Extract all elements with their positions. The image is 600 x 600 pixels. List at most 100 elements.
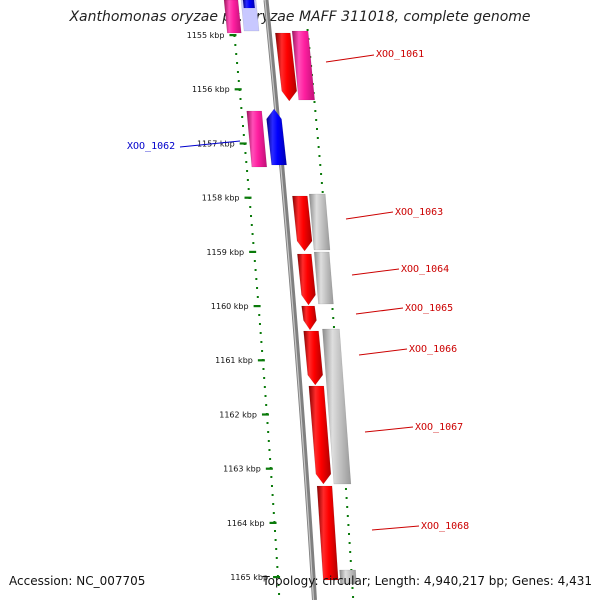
tick-mark	[253, 305, 261, 308]
track-dot	[252, 242, 255, 244]
gene-label-xoo-1063[interactable]: XOO_1063	[395, 207, 443, 218]
track-dot	[276, 566, 279, 568]
track-dot	[263, 386, 266, 388]
gene-labels[interactable]: XOO_1061 XOO_1062 XOO_1063 XOO_1064 XOO_1065…	[127, 49, 469, 532]
track-dot	[316, 137, 319, 139]
gene-label-xoo-1068[interactable]: XOO_1068	[421, 521, 469, 532]
feature-magenta[interactable]	[223, 0, 242, 34]
topology-text: Topology: circular; Length: 4,940,217 bp…	[262, 574, 592, 588]
track-dot	[320, 182, 323, 184]
gene-label-xoo-1067[interactable]: XOO_1067	[415, 422, 463, 433]
track-dot	[274, 530, 277, 532]
axis-line	[263, 0, 317, 600]
track-dot	[272, 503, 275, 505]
gene-leader-line	[345, 211, 394, 220]
gene-leader-line	[355, 307, 404, 315]
track-dot	[246, 179, 249, 181]
track-dot	[332, 317, 335, 319]
track-dot	[351, 587, 354, 589]
track-dot	[239, 98, 242, 100]
gene-label-xoo-1066[interactable]: XOO_1066	[409, 344, 457, 355]
gene-leader-line	[351, 268, 400, 276]
track-dot	[321, 191, 324, 193]
feature-gray[interactable]	[308, 193, 331, 251]
track-dot	[236, 71, 239, 73]
gene-xoo-1064[interactable]	[297, 253, 316, 306]
gene-xoo-1067[interactable]	[308, 385, 332, 485]
feature-magenta[interactable]	[246, 110, 268, 168]
track-dot	[306, 29, 309, 31]
track-dot	[278, 593, 281, 595]
feature-magenta[interactable]	[291, 30, 315, 101]
tick-label: 1160 kbp	[211, 302, 249, 311]
gene-xoo-1061[interactable]	[274, 32, 298, 102]
tick-label: 1159 kbp	[206, 248, 244, 257]
accession-text: Accession: NC_007705	[9, 574, 146, 588]
track-dot	[318, 155, 321, 157]
track-dot	[320, 173, 323, 175]
track-dot	[265, 404, 268, 406]
tick-label: 1162 kbp	[219, 410, 257, 419]
tick-mark	[265, 467, 273, 470]
track-dot	[348, 533, 351, 535]
track-dot	[236, 62, 239, 64]
track-dot	[261, 350, 264, 352]
gene-leader-line	[371, 525, 420, 531]
track-dot	[270, 485, 273, 487]
track-dot	[235, 53, 238, 55]
track-dot	[256, 287, 259, 289]
tick-mark	[239, 142, 247, 145]
track-dot	[277, 584, 280, 586]
track-dot	[240, 107, 243, 109]
gene-label-xoo-1064[interactable]: XOO_1064	[401, 264, 449, 275]
track-dot	[352, 596, 355, 598]
gene-label-xoo-1062[interactable]: XOO_1062	[127, 141, 175, 152]
gene-xoo-1062[interactable]	[266, 108, 287, 166]
track-dot	[250, 224, 253, 226]
track-dot	[258, 314, 261, 316]
track-dot	[266, 422, 269, 424]
genome-axis	[263, 0, 317, 600]
gene-xoo-1063[interactable]	[292, 195, 313, 252]
track-dot	[268, 449, 271, 451]
feature-gray[interactable]	[322, 328, 352, 485]
tick-mark	[269, 521, 277, 524]
track-dot	[317, 146, 320, 148]
track-dot	[244, 152, 247, 154]
tick-label: 1165 kbp	[230, 573, 268, 582]
tick-mark	[257, 359, 265, 362]
track-dot	[245, 161, 248, 163]
track-dot	[259, 332, 262, 334]
feature-gray[interactable]	[313, 251, 334, 305]
track-dot	[237, 80, 240, 82]
gene-xoo-1066[interactable]	[303, 330, 324, 386]
track-dot	[250, 215, 253, 217]
track-dot	[315, 119, 318, 121]
tick-mark	[234, 88, 242, 91]
track-dot	[349, 551, 352, 553]
tick-mark	[244, 196, 252, 199]
track-dot	[251, 233, 254, 235]
track-dot	[263, 377, 266, 379]
track-dot	[258, 323, 261, 325]
tick-label: 1163 kbp	[223, 465, 261, 474]
feature-track[interactable]	[223, 0, 357, 585]
gene-xoo-1068[interactable]	[316, 485, 339, 581]
gene-label-xoo-1065[interactable]: XOO_1065	[405, 303, 453, 314]
track-dot	[262, 368, 265, 370]
track-dot	[247, 188, 250, 190]
feature-blue[interactable]	[242, 0, 256, 9]
track-dot	[346, 506, 349, 508]
gene-xoo-1065[interactable]	[301, 305, 317, 331]
track-dot	[275, 557, 278, 559]
track-dot	[267, 440, 270, 442]
track-dot	[269, 458, 272, 460]
track-dot	[275, 548, 278, 550]
track-dot	[347, 524, 350, 526]
feature-gray[interactable]	[339, 569, 357, 585]
track-dot	[272, 512, 275, 514]
gene-label-xoo-1061[interactable]: XOO_1061	[376, 49, 424, 60]
track-dot	[274, 539, 277, 541]
